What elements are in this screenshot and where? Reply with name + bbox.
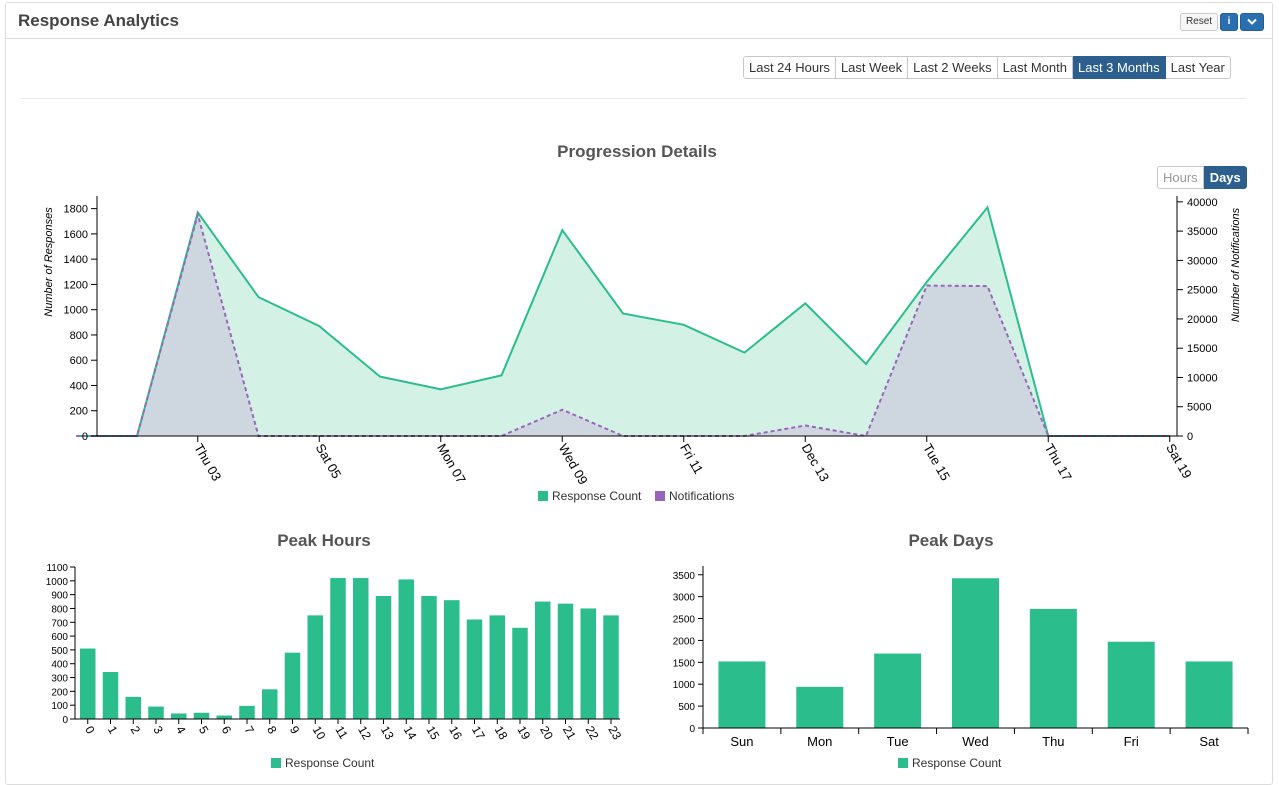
chevron-down-icon xyxy=(1247,18,1257,25)
range-last-month[interactable]: Last Month xyxy=(997,56,1073,79)
info-icon: i xyxy=(1227,16,1231,27)
reset-button[interactable]: Reset xyxy=(1180,13,1218,31)
range-last-week[interactable]: Last Week xyxy=(835,56,909,79)
response-analytics-panel: Response Analytics Reset i xyxy=(5,2,1273,785)
range-last-2-weeks[interactable]: Last 2 Weeks xyxy=(908,56,998,79)
panel-title: Response Analytics xyxy=(18,11,179,30)
info-button[interactable]: i xyxy=(1220,13,1238,31)
divider xyxy=(20,98,1245,99)
hours-toggle[interactable]: Hours xyxy=(1157,166,1204,189)
granularity-toggle: Hours Days xyxy=(1157,166,1247,189)
range-last-3-months[interactable]: Last 3 Months xyxy=(1072,56,1166,79)
days-toggle[interactable]: Days xyxy=(1203,166,1247,189)
time-range-selector: Last 24 Hours Last Week Last 2 Weeks Las… xyxy=(743,56,1231,79)
collapse-button[interactable] xyxy=(1240,13,1264,31)
panel-header: Response Analytics Reset i xyxy=(6,3,1272,39)
range-last-year[interactable]: Last Year xyxy=(1165,56,1231,79)
range-last-24-hours[interactable]: Last 24 Hours xyxy=(743,56,836,79)
